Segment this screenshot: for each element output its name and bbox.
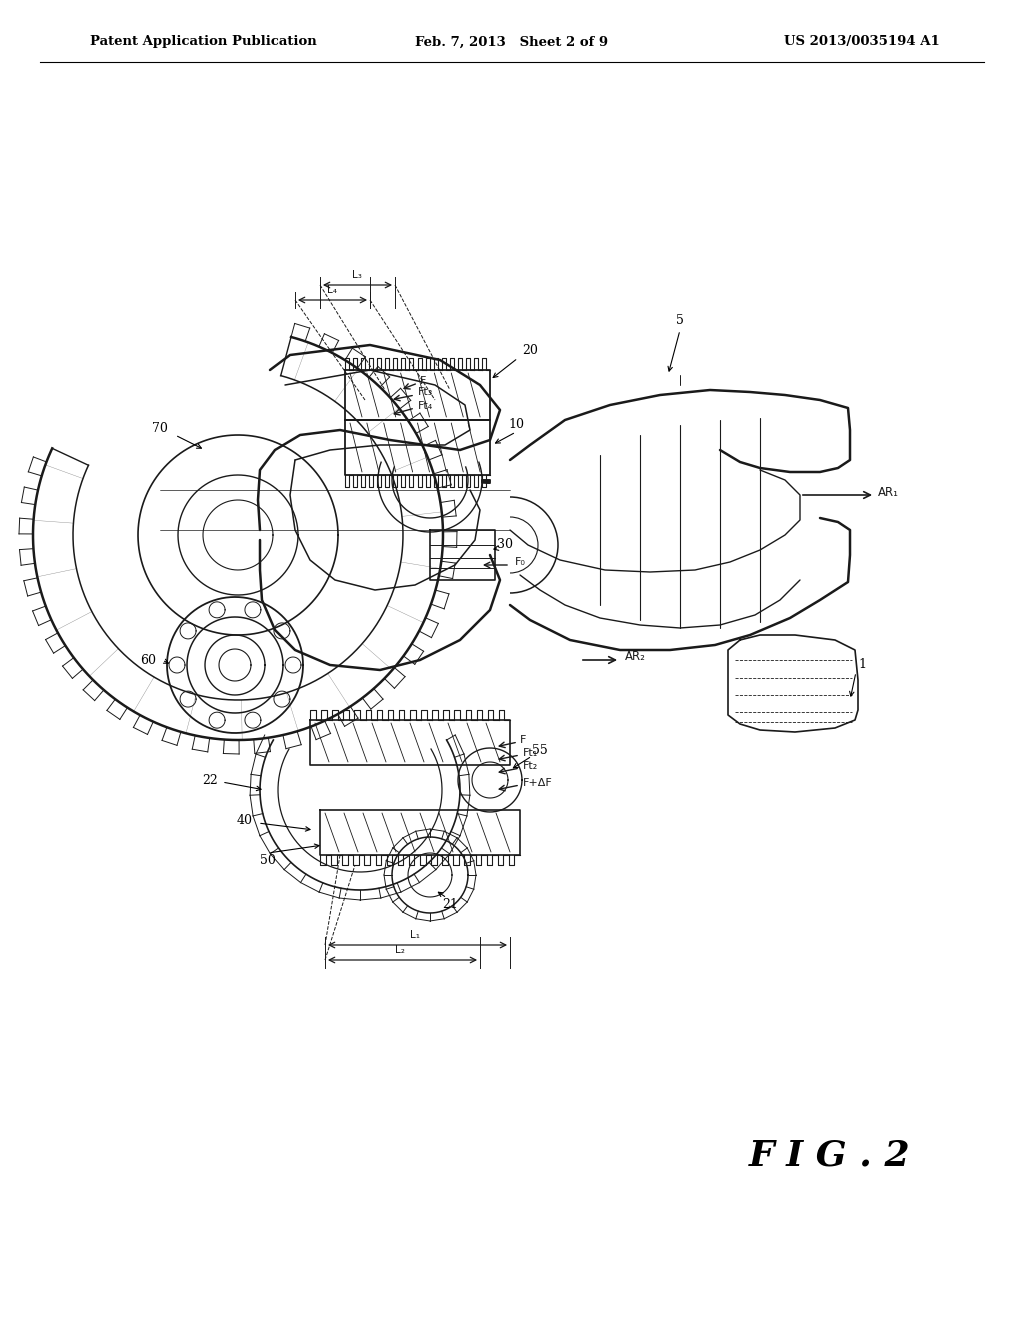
Text: US 2013/0035194 A1: US 2013/0035194 A1	[784, 36, 940, 49]
Text: F: F	[520, 735, 526, 744]
Text: Ft₁: Ft₁	[523, 748, 539, 758]
Text: 50: 50	[260, 854, 275, 866]
Text: F₀: F₀	[515, 557, 526, 568]
Text: 21: 21	[442, 899, 458, 912]
Text: Ft₂: Ft₂	[523, 762, 539, 771]
Text: Patent Application Publication: Patent Application Publication	[90, 36, 316, 49]
Text: 22: 22	[202, 774, 218, 787]
Text: 10: 10	[508, 418, 524, 432]
Text: 70: 70	[152, 421, 168, 434]
Text: L₄: L₄	[327, 285, 337, 294]
Text: 5: 5	[676, 314, 684, 326]
Text: 1: 1	[858, 659, 866, 672]
Text: 40: 40	[237, 813, 253, 826]
Text: F: F	[420, 376, 426, 385]
Text: 20: 20	[522, 343, 538, 356]
Text: 55: 55	[532, 743, 548, 756]
Text: L₂: L₂	[395, 945, 404, 954]
Text: AR₁: AR₁	[878, 487, 899, 499]
Text: AR₂: AR₂	[625, 651, 646, 664]
Text: Ft₄: Ft₄	[418, 401, 433, 411]
Text: L₁: L₁	[410, 931, 420, 940]
Text: F I G . 2: F I G . 2	[750, 1138, 910, 1172]
Text: F+ΔF: F+ΔF	[523, 777, 553, 788]
Text: 60: 60	[140, 653, 156, 667]
Text: Feb. 7, 2013   Sheet 2 of 9: Feb. 7, 2013 Sheet 2 of 9	[416, 36, 608, 49]
Text: L₃: L₃	[352, 271, 361, 280]
Text: Ft₃: Ft₃	[418, 387, 433, 397]
Text: 30: 30	[497, 539, 513, 552]
